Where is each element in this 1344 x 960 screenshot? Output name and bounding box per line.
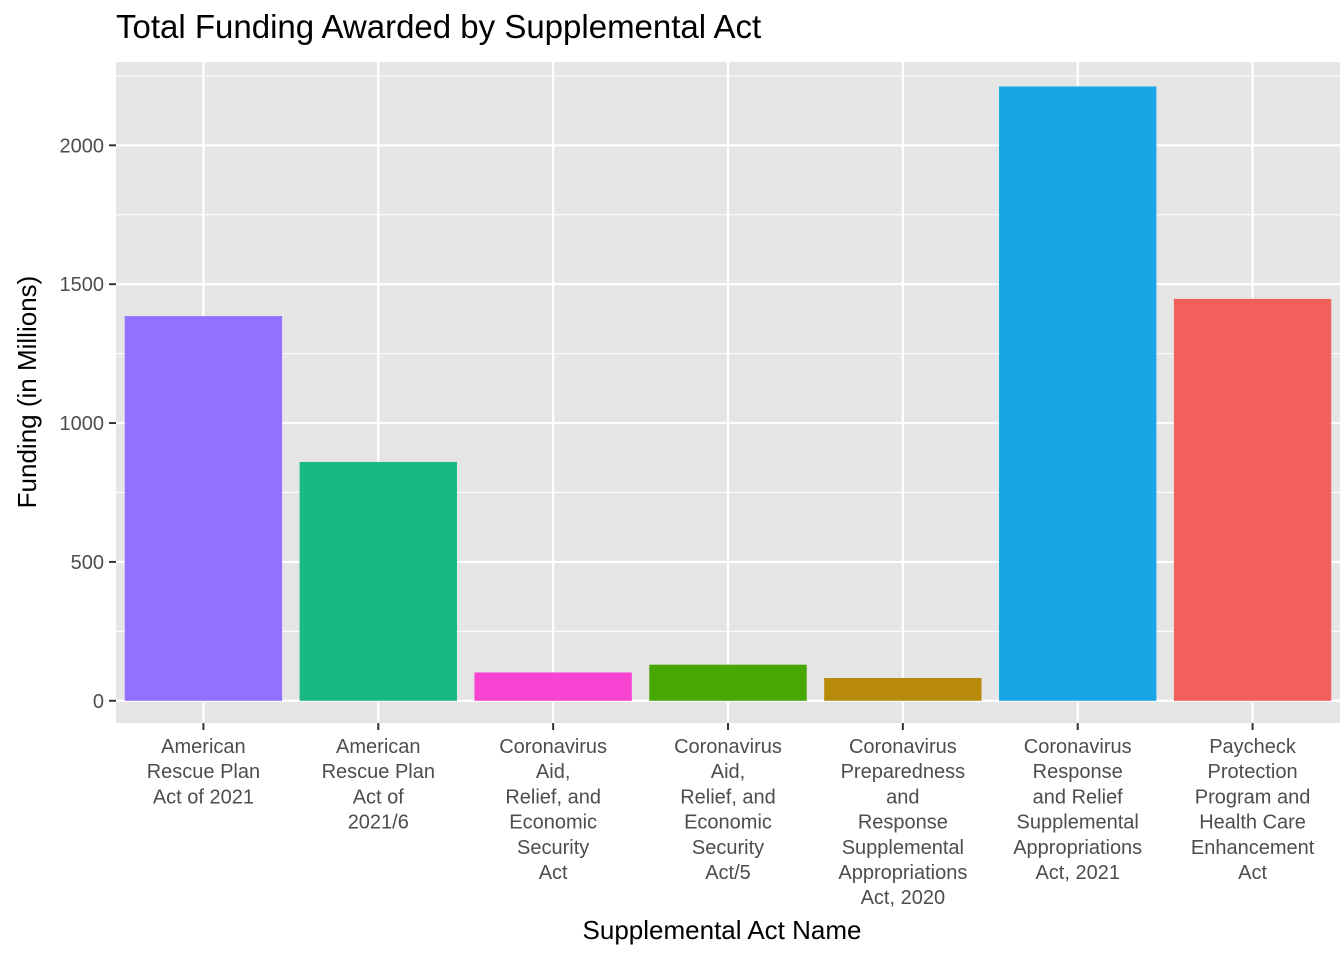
chart-title: Total Funding Awarded by Supplemental Ac… — [116, 8, 762, 45]
bars — [124, 86, 1332, 701]
bar-7 — [1173, 298, 1332, 701]
x-tick-label-7: Paycheck Protection Program and Health Care… — [1191, 736, 1315, 884]
y-tick-label-1: 500 — [71, 552, 104, 574]
bar-2 — [299, 461, 457, 701]
x-tick-label-3: Coronavirus Aid, Relief, and Economic Securi… — [499, 736, 607, 884]
y-tick-label-0: 0 — [93, 691, 104, 713]
y-tick-label-4: 2000 — [60, 135, 105, 157]
bar-6 — [999, 86, 1157, 701]
y-axis-title: Funding (in Millions) — [12, 276, 42, 509]
y-tick-label-2: 1000 — [60, 413, 105, 435]
x-tick-label-6: Coronavirus Response and Relief Supplementa… — [1013, 736, 1142, 884]
bar-1 — [124, 316, 283, 701]
x-tick-label-1: American Rescue Plan Act of 2021 — [147, 736, 260, 808]
y-tick-label-3: 1500 — [60, 274, 105, 296]
x-tick-label-4: Coronavirus Aid, Relief, and Economic Securi… — [674, 736, 782, 884]
bar-3 — [474, 672, 632, 701]
x-axis: American Rescue Plan Act of 2021 American Re… — [147, 723, 1315, 909]
bar-4 — [649, 664, 807, 701]
x-axis-title: Supplemental Act Name — [583, 915, 862, 945]
bar-5 — [824, 678, 982, 701]
x-tick-label-5: Coronavirus Preparedness and Response Supple… — [838, 736, 967, 909]
x-tick-label-2: American Rescue Plan Act of 2021/6 — [322, 736, 435, 834]
y-axis: 0 500 1000 1500 2000 — [60, 135, 116, 713]
